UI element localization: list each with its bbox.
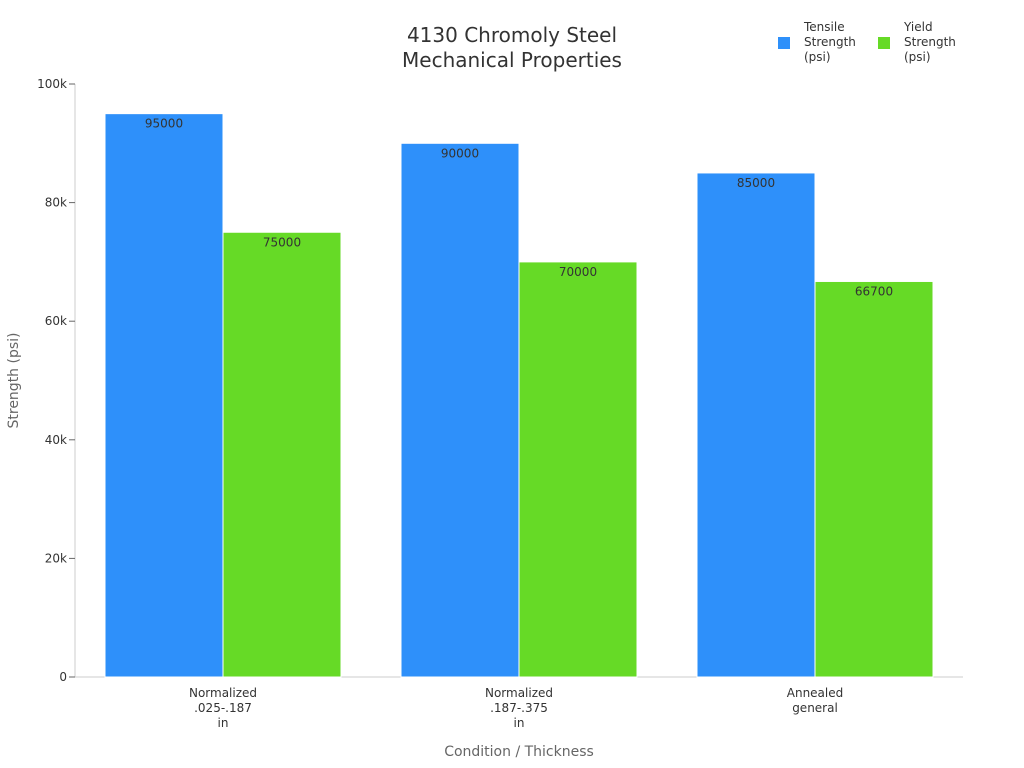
- bar-value-label: 75000: [263, 235, 301, 249]
- bar: [104, 113, 224, 678]
- legend-swatch: [878, 37, 890, 49]
- x-category-label-line: general: [792, 701, 838, 715]
- legend-label-line: Strength: [804, 35, 856, 49]
- y-tick-label: 80k: [45, 196, 67, 210]
- x-category-label-line: in: [514, 716, 525, 730]
- x-category-label-line: in: [218, 716, 229, 730]
- bar: [518, 261, 638, 678]
- legend-label-line: Tensile: [803, 20, 845, 34]
- y-axis-title: Strength (psi): [6, 332, 22, 428]
- y-tick-label: 40k: [45, 433, 67, 447]
- legend-label-line: Yield: [903, 20, 933, 34]
- legend-label-line: (psi): [804, 50, 831, 64]
- y-tick-label: 100k: [37, 77, 67, 91]
- bar: [814, 280, 934, 678]
- x-category-label-line: Normalized: [189, 686, 257, 700]
- legend-swatch: [778, 37, 790, 49]
- x-axis-title: Condition / Thickness: [444, 744, 594, 760]
- y-tick-label: 20k: [45, 551, 67, 565]
- y-tick-label: 60k: [45, 314, 67, 328]
- x-category-label-line: .187-.375: [490, 701, 548, 715]
- bar: [696, 172, 816, 678]
- x-category-label-line: Annealed: [787, 686, 844, 700]
- chart-title-line: 4130 Chromoly Steel: [407, 23, 617, 47]
- bar-value-label: 90000: [441, 146, 479, 160]
- x-category-label-line: .025-.187: [194, 701, 252, 715]
- bar-value-label: 66700: [855, 284, 893, 298]
- bar-value-label: 70000: [559, 265, 597, 279]
- x-category-label-line: Normalized: [485, 686, 553, 700]
- bar: [400, 142, 520, 678]
- y-tick-label: 0: [59, 670, 67, 684]
- chart-title-line: Mechanical Properties: [402, 48, 622, 72]
- bar-value-label: 85000: [737, 176, 775, 190]
- legend-label-line: Strength: [904, 35, 956, 49]
- legend-label-line: (psi): [904, 50, 931, 64]
- bar-value-label: 95000: [145, 117, 183, 131]
- bar: [222, 231, 342, 678]
